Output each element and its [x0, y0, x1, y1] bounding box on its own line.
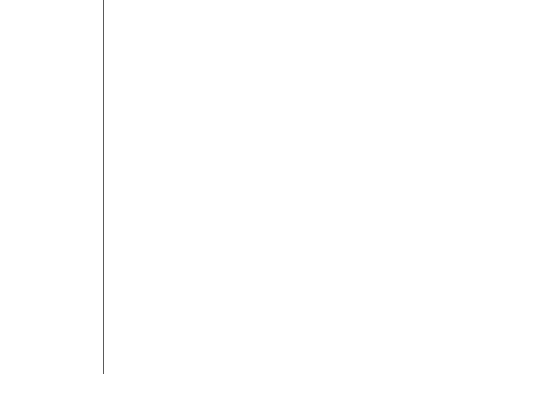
left-pane — [0, 0, 103, 374]
content-area — [104, 0, 558, 406]
pane-divider[interactable] — [103, 0, 104, 374]
